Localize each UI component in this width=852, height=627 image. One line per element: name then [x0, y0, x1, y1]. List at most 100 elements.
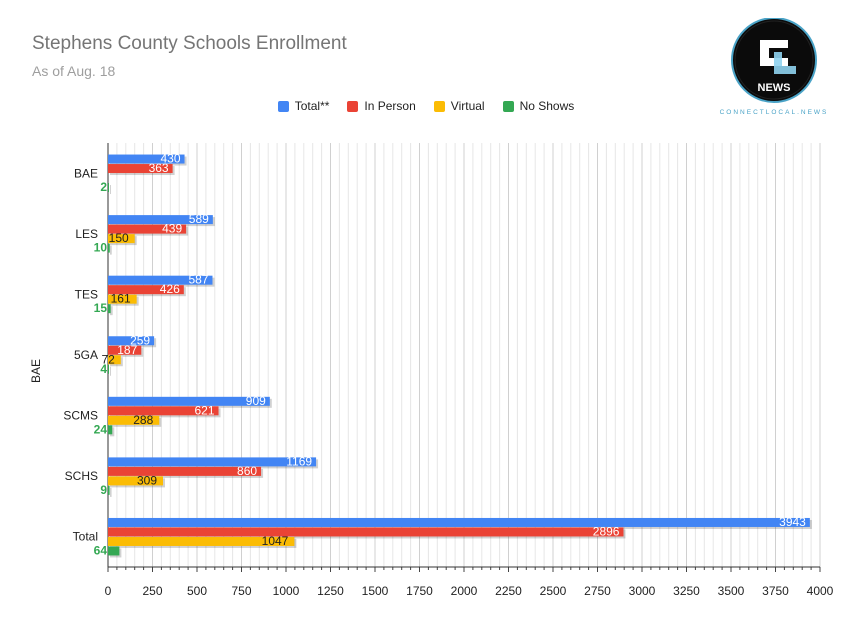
- x-tick-label: 4000: [807, 584, 834, 598]
- x-tick-label: 3500: [718, 584, 745, 598]
- data-label: 587: [188, 273, 208, 287]
- x-tick-label: 3750: [762, 584, 789, 598]
- x-tick-label: 750: [231, 584, 251, 598]
- bar: [108, 364, 109, 374]
- legend-swatch: [347, 100, 359, 112]
- x-tick-label: 2000: [451, 584, 478, 598]
- data-label: 363: [149, 161, 169, 175]
- bar: [108, 536, 295, 546]
- bar: [108, 406, 219, 416]
- data-label: 1047: [262, 534, 289, 548]
- data-label: 909: [246, 394, 266, 408]
- bar: [108, 275, 213, 285]
- bar-shadow: [110, 185, 111, 195]
- legend-item: Total**: [277, 99, 330, 113]
- bar: [108, 546, 120, 556]
- data-label: 2: [100, 180, 107, 194]
- data-label: 4: [100, 362, 107, 376]
- data-label: 161: [111, 292, 131, 306]
- bar: [108, 154, 185, 164]
- x-tick-label: 250: [142, 584, 162, 598]
- x-tick-label: 2500: [540, 584, 567, 598]
- bar: [108, 215, 213, 225]
- legend-item: In Person: [347, 99, 416, 113]
- legend-label: In Person: [364, 99, 416, 113]
- x-tick-label: 3000: [629, 584, 656, 598]
- bar: [108, 224, 187, 234]
- x-tick-label: 500: [187, 584, 207, 598]
- bar: [108, 355, 121, 365]
- bar: [108, 234, 135, 244]
- data-label: 288: [133, 413, 153, 427]
- legend-swatch: [433, 100, 445, 112]
- data-label: 15: [94, 301, 108, 315]
- bar: [108, 517, 810, 527]
- legend-swatch: [502, 100, 514, 112]
- data-label: 2896: [593, 524, 620, 538]
- data-label: 64: [94, 543, 108, 557]
- legend-swatch: [277, 100, 289, 112]
- data-label: 589: [189, 212, 209, 226]
- bar-shadow: [110, 306, 113, 316]
- bar-shadow: [110, 487, 112, 497]
- chart-legend: Total** In Person Virtual No Shows: [0, 99, 852, 113]
- svg-text:CONNECTLOCAL.NEWS: CONNECTLOCAL.NEWS: [720, 109, 829, 116]
- category-label: Total: [73, 530, 98, 544]
- data-label: 439: [162, 222, 182, 236]
- bar: [108, 285, 184, 295]
- bar: [108, 415, 160, 425]
- chart-title: Stephens County Schools Enrollment: [32, 33, 347, 54]
- data-label: 621: [195, 403, 215, 417]
- x-tick-label: 2250: [495, 584, 522, 598]
- category-label: SCMS: [63, 409, 98, 423]
- bar: [108, 527, 624, 537]
- legend-item: Virtual: [433, 99, 485, 113]
- category-label: BAE: [74, 166, 98, 180]
- category-label: SCHS: [65, 469, 98, 483]
- data-label: 72: [101, 352, 115, 366]
- x-tick-label: 1500: [362, 584, 389, 598]
- bar: [108, 396, 270, 406]
- svg-text:NEWS: NEWS: [758, 82, 791, 94]
- bar: [108, 304, 111, 314]
- legend-label: Virtual: [450, 99, 485, 113]
- legend-label: No Shows: [519, 99, 575, 113]
- data-label: 426: [160, 282, 180, 296]
- legend-item: No Shows: [502, 99, 575, 113]
- bar: [108, 183, 109, 193]
- x-tick-label: 1000: [273, 584, 300, 598]
- data-label: 860: [237, 464, 257, 478]
- bar-shadow: [110, 245, 112, 255]
- legend-label: Total**: [294, 99, 330, 113]
- bar: [108, 243, 110, 253]
- data-label: 187: [117, 343, 137, 357]
- bar: [108, 336, 155, 346]
- category-label: 5GA: [74, 348, 98, 362]
- x-tick-label: 0: [105, 584, 112, 598]
- bar: [108, 466, 262, 476]
- bar: [108, 476, 164, 486]
- bar: [108, 164, 173, 174]
- bar-shadow: [110, 366, 111, 376]
- data-label: 259: [130, 333, 150, 347]
- category-label: TES: [75, 287, 98, 301]
- bar: [108, 294, 137, 304]
- chart-subtitle: As of Aug. 18: [32, 63, 116, 79]
- data-label: 9: [100, 483, 107, 497]
- data-label: 1169: [286, 454, 312, 468]
- bar: [108, 485, 110, 495]
- x-tick-label: 2750: [584, 584, 611, 598]
- bar: [108, 345, 142, 355]
- data-label: 3943: [779, 515, 806, 529]
- x-tick-label: 1250: [317, 584, 344, 598]
- data-label: 309: [137, 473, 157, 487]
- bar: [108, 425, 113, 435]
- data-label: 24: [94, 422, 108, 436]
- data-label: 430: [161, 152, 181, 166]
- category-label: LES: [75, 227, 98, 241]
- data-label: 10: [94, 241, 108, 255]
- connectlocal-news-logo: NEWS CONNECTLOCAL.NEWS: [720, 18, 829, 116]
- x-tick-label: 3250: [673, 584, 700, 598]
- x-tick-label: 1750: [406, 584, 433, 598]
